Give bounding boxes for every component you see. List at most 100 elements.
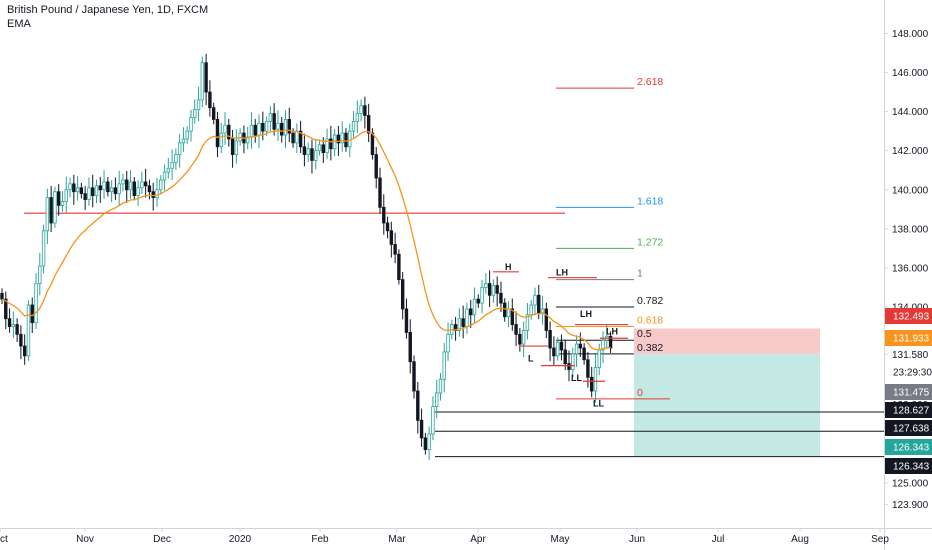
candle-body (57, 191, 61, 206)
candle-body (159, 179, 163, 191)
candle-body (461, 318, 465, 327)
candle-body (72, 183, 76, 193)
candle-body (586, 359, 590, 378)
price-tick-label: 134.000 (892, 302, 929, 313)
candle-body (283, 119, 288, 136)
candle-body (404, 308, 409, 333)
candle-body (83, 193, 87, 200)
candle-body (472, 298, 477, 316)
time-tick-label: Jul (712, 534, 725, 545)
candle-body (87, 187, 91, 200)
candle-body (91, 187, 95, 197)
candle-body (533, 294, 537, 306)
candle-body (4, 298, 8, 320)
candle-body (287, 119, 291, 134)
candle-body (374, 154, 378, 179)
chart-title: British Pound / Japanese Yen, 1D, FXCM (7, 4, 209, 16)
candle-body (370, 132, 375, 155)
candle-body (162, 171, 167, 181)
candle-body (385, 222, 390, 232)
indicator-label[interactable]: EMA (7, 18, 31, 30)
candle-body (544, 308, 549, 331)
candle-body (351, 120, 356, 132)
candle-body (559, 341, 564, 351)
price-tag-label: 128.627 (893, 406, 930, 417)
time-tick-label: Jun (629, 534, 645, 545)
candle-body (348, 130, 352, 148)
candle-body (94, 185, 99, 197)
candle-body (147, 185, 152, 193)
candle-body (578, 343, 583, 349)
candle-body (30, 304, 34, 324)
price-tag-label: 131.475 (893, 388, 930, 399)
price-tick-label: 148.000 (892, 29, 929, 40)
candle-body (128, 181, 133, 191)
fib-level-label: 0.618 (637, 315, 663, 327)
candle-body (185, 130, 189, 140)
candle-body (491, 285, 496, 296)
ema-line (1, 129, 611, 351)
candle-body (193, 109, 197, 118)
structure-label: LL (593, 399, 604, 409)
candle-body (79, 187, 84, 195)
candle-body (291, 132, 295, 144)
price-tag-label: 23:29:30 (893, 368, 932, 379)
candle-body (272, 113, 276, 130)
fib-level-label: 0.5 (637, 328, 652, 340)
candle-body (574, 343, 579, 355)
candle-body (400, 279, 405, 310)
structure-label: LH (606, 326, 618, 336)
candle-body (223, 124, 227, 134)
fib-level-label: 1.618 (637, 195, 663, 207)
candle-body (177, 142, 182, 155)
fib-level-label: 1.272 (637, 236, 663, 248)
candle-body (434, 392, 439, 408)
candle-body (98, 185, 102, 191)
candle-body (121, 179, 125, 185)
candle-body (442, 351, 446, 380)
candle-body (329, 138, 333, 150)
candle-body (0, 292, 4, 300)
time-tick-label: Feb (311, 534, 329, 545)
price-tag (885, 439, 932, 455)
time-tick-label: Dec (153, 534, 171, 545)
candle-body (306, 148, 310, 155)
candle-body (382, 206, 386, 224)
candle-body (469, 308, 473, 316)
candle-body (102, 181, 106, 191)
candle-body (321, 144, 325, 154)
take-profit-zone (634, 353, 820, 457)
stop-loss-zone (634, 328, 820, 354)
candle-body (196, 99, 201, 111)
candle-body (529, 304, 533, 316)
horizontal-lines (24, 212, 884, 458)
time-tick-label: Nov (76, 534, 94, 545)
price-tick-label: 146.000 (892, 68, 929, 79)
candle-body (53, 191, 57, 224)
candle-body (234, 140, 239, 155)
candle-body (189, 117, 193, 132)
candle-body (457, 318, 462, 331)
candle-body (393, 244, 397, 255)
fib-level-label: 1 (637, 268, 643, 280)
candle-body (423, 437, 428, 451)
candle-body (567, 363, 571, 370)
price-tag (885, 330, 932, 346)
candle-body (26, 304, 31, 357)
time-tick-label: Oct (0, 534, 8, 545)
price-tag (885, 308, 932, 324)
time-tick-label: Sep (871, 534, 889, 545)
candle-body (22, 345, 27, 357)
time-tick-label: 2020 (229, 534, 252, 545)
candle-body (208, 91, 212, 109)
price-tick-label: 136.000 (892, 263, 929, 274)
candle-body (302, 146, 307, 155)
candle-body (446, 333, 450, 353)
candle-body (268, 113, 273, 122)
candle-body (34, 283, 38, 324)
price-tag-label: 131.933 (893, 334, 930, 345)
candle-body (314, 150, 318, 161)
